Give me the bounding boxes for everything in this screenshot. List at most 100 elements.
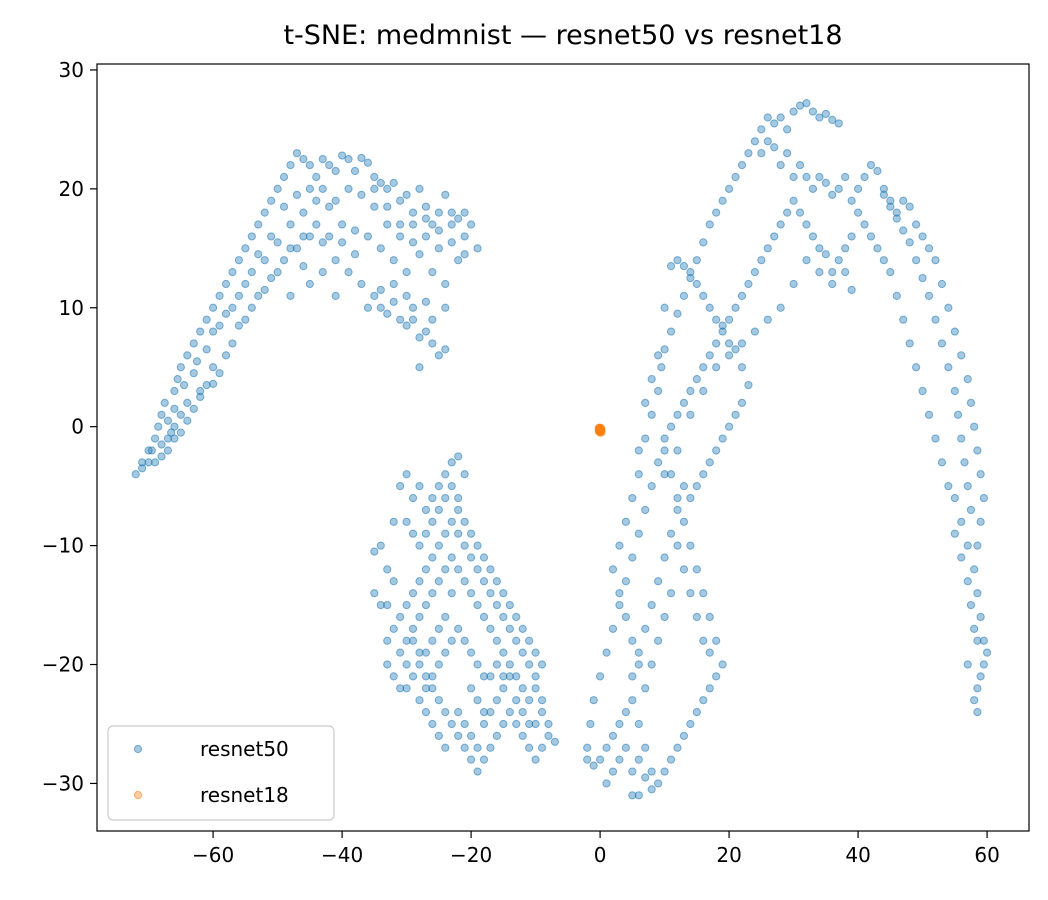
point-resnet50-443 bbox=[828, 268, 837, 277]
point-resnet50-220 bbox=[454, 731, 463, 740]
point-resnet50-512 bbox=[666, 470, 676, 479]
point-resnet50-157 bbox=[260, 285, 269, 295]
point-resnet50-52 bbox=[408, 208, 418, 217]
point-resnet50-124 bbox=[241, 279, 250, 289]
point-resnet50-40 bbox=[331, 166, 340, 176]
point-resnet50-422 bbox=[963, 541, 972, 550]
point-resnet50-349 bbox=[692, 256, 701, 265]
point-resnet50-102 bbox=[421, 327, 431, 336]
point-resnet50-116 bbox=[421, 232, 431, 241]
point-resnet50-375 bbox=[776, 160, 785, 170]
point-resnet50-214 bbox=[415, 648, 424, 657]
point-resnet50-476 bbox=[615, 600, 624, 610]
point-resnet50-39 bbox=[325, 160, 334, 170]
point-resnet50-232 bbox=[531, 755, 540, 764]
point-resnet50-430 bbox=[912, 363, 921, 372]
point-resnet50-487 bbox=[608, 731, 618, 740]
point-resnet50-189 bbox=[428, 493, 437, 503]
point-resnet50-22 bbox=[215, 291, 224, 300]
point-resnet50-419 bbox=[973, 684, 982, 693]
point-resnet50-281 bbox=[537, 660, 547, 669]
point-resnet50-231 bbox=[525, 743, 534, 752]
point-resnet50-209 bbox=[383, 660, 392, 669]
point-resnet50-248 bbox=[454, 565, 463, 574]
point-resnet50-527 bbox=[621, 612, 630, 622]
point-resnet50-386 bbox=[847, 196, 856, 205]
point-resnet50-426 bbox=[937, 458, 947, 467]
point-resnet50-235 bbox=[550, 737, 560, 746]
point-resnet50-472 bbox=[641, 505, 650, 515]
point-resnet50-142 bbox=[363, 303, 372, 312]
point-resnet50-193 bbox=[454, 452, 463, 461]
point-resnet50-394 bbox=[899, 196, 908, 205]
point-resnet50-412 bbox=[970, 565, 979, 574]
point-resnet50-36 bbox=[305, 160, 314, 170]
point-resnet50-249 bbox=[447, 553, 456, 562]
point-resnet50-355 bbox=[731, 172, 740, 182]
point-resnet50-567 bbox=[641, 624, 650, 633]
point-resnet50-410 bbox=[976, 517, 985, 526]
point-resnet50-104 bbox=[434, 351, 443, 360]
point-resnet50-152 bbox=[325, 232, 334, 241]
point-resnet50-330 bbox=[441, 648, 450, 657]
point-resnet50-253 bbox=[421, 600, 431, 610]
point-resnet50-435 bbox=[879, 256, 888, 265]
point-resnet50-598 bbox=[957, 553, 966, 562]
point-resnet50-178 bbox=[209, 379, 218, 388]
point-resnet50-114 bbox=[396, 232, 405, 241]
point-resnet50-504 bbox=[718, 660, 727, 669]
point-resnet50-254 bbox=[415, 612, 424, 622]
point-resnet50-274 bbox=[492, 577, 501, 586]
point-resnet50-317 bbox=[512, 696, 521, 705]
point-resnet50-320 bbox=[537, 707, 547, 717]
point-resnet50-126 bbox=[267, 232, 276, 241]
point-resnet50-466 bbox=[679, 398, 689, 408]
point-resnet50-197 bbox=[441, 529, 450, 538]
point-resnet50-599 bbox=[963, 577, 972, 586]
point-resnet50-609 bbox=[789, 279, 798, 289]
point-resnet50-572 bbox=[634, 755, 643, 764]
point-resnet50-496 bbox=[666, 755, 676, 764]
point-resnet50-619 bbox=[660, 470, 669, 479]
point-resnet50-12 bbox=[170, 386, 179, 396]
point-resnet50-440 bbox=[847, 232, 856, 241]
y-tick-label: −30 bbox=[42, 771, 84, 795]
point-resnet50-251 bbox=[434, 577, 443, 586]
point-resnet50-506 bbox=[705, 612, 714, 622]
point-resnet50-272 bbox=[479, 553, 489, 562]
point-resnet50-63 bbox=[209, 327, 218, 336]
point-resnet50-552 bbox=[737, 398, 747, 408]
point-resnet50-64 bbox=[221, 309, 231, 318]
point-resnet50-339 bbox=[499, 672, 508, 681]
point-resnet50-356 bbox=[737, 160, 747, 170]
point-resnet50-80 bbox=[428, 268, 437, 277]
point-resnet50-312 bbox=[479, 719, 489, 729]
point-resnet50-145 bbox=[402, 291, 411, 300]
point-resnet50-489 bbox=[621, 707, 630, 717]
point-resnet50-49 bbox=[389, 178, 398, 188]
point-resnet50-198 bbox=[434, 541, 443, 550]
point-resnet50-474 bbox=[628, 553, 637, 562]
point-resnet50-310 bbox=[466, 731, 476, 740]
point-resnet50-263 bbox=[421, 529, 431, 538]
point-resnet50-380 bbox=[808, 184, 818, 193]
point-resnet50-345 bbox=[666, 327, 676, 336]
point-resnet50-368 bbox=[815, 113, 824, 122]
point-resnet50-240 bbox=[505, 660, 514, 669]
point-resnet50-21 bbox=[209, 303, 218, 312]
point-resnet50-431 bbox=[905, 339, 914, 348]
point-resnet50-360 bbox=[763, 113, 772, 122]
point-resnet50-359 bbox=[757, 125, 766, 134]
point-resnet50-298 bbox=[428, 636, 437, 645]
point-resnet50-352 bbox=[712, 208, 721, 217]
point-resnet50-618 bbox=[673, 446, 682, 455]
point-resnet50-561 bbox=[679, 482, 689, 491]
point-resnet50-28 bbox=[254, 220, 263, 229]
point-resnet50-135 bbox=[383, 202, 392, 211]
point-resnet50-34 bbox=[292, 149, 302, 158]
point-resnet50-24 bbox=[228, 268, 237, 277]
point-resnet50-185 bbox=[402, 470, 411, 479]
point-resnet50-546 bbox=[712, 315, 721, 324]
point-resnet50-329 bbox=[447, 636, 456, 645]
